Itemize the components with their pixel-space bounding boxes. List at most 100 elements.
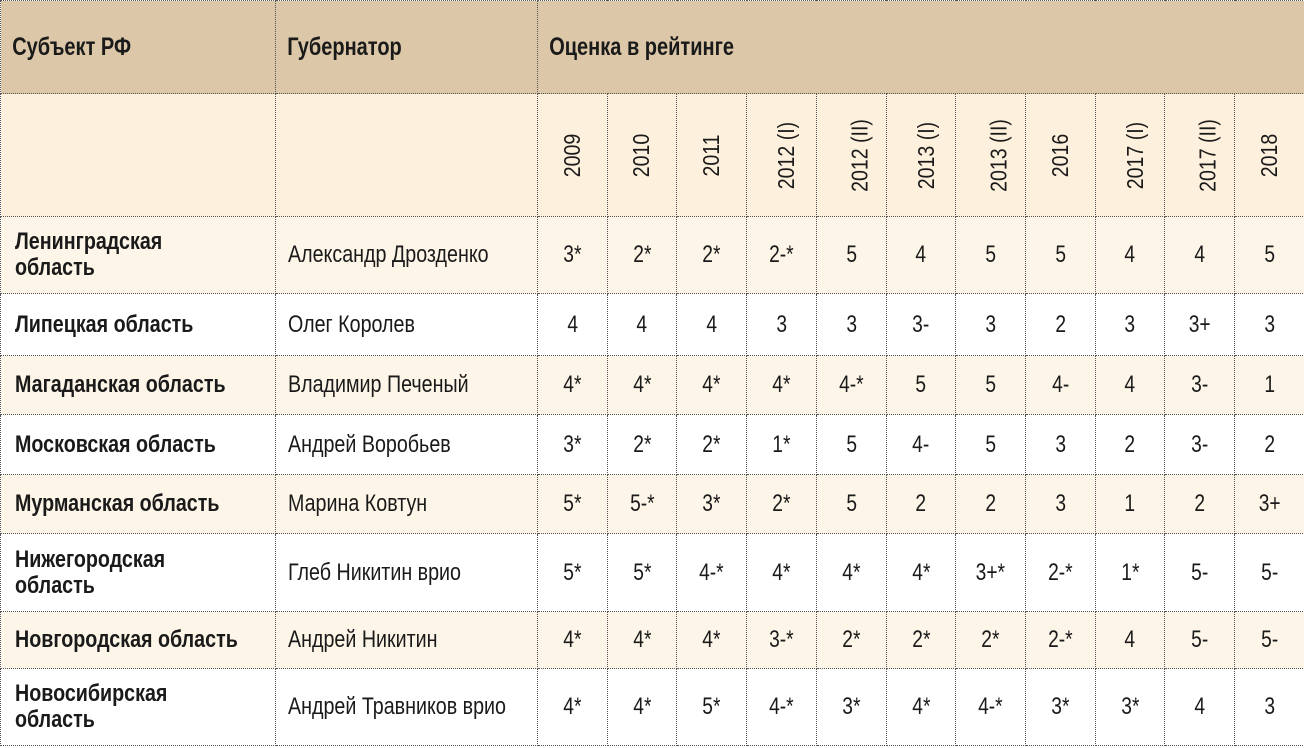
score-cell: 5: [815, 414, 887, 475]
score-value: 4: [636, 310, 648, 338]
region-name: Московская область: [15, 430, 216, 458]
score-value: 4-: [912, 430, 930, 458]
table-row: Нижегородская область Глеб Никитин врио 5* 5…: [0, 533, 1304, 612]
score-cell: 2*: [676, 414, 748, 475]
score-value: 4: [1124, 241, 1136, 268]
score-cell: 5: [815, 216, 887, 294]
score-value: 5*: [563, 490, 582, 517]
score-cell: 3+: [1164, 293, 1236, 356]
score-cell: 2*: [606, 216, 678, 294]
score-cell: 4: [676, 293, 748, 356]
score-cell: 4-*: [746, 668, 817, 746]
score-value: 2*: [702, 430, 721, 458]
score-value: 3: [1264, 693, 1275, 720]
score-cell: 5: [1234, 216, 1304, 294]
score-cell: 3: [746, 293, 817, 356]
score-cell: 4*: [537, 668, 608, 746]
header-rating: Оценка в рейтинге: [536, 0, 1304, 94]
score-cell: 2: [1094, 414, 1166, 475]
score-value: 2: [1055, 310, 1066, 338]
score-value: 4: [915, 241, 927, 268]
region-name: Ленинградская: [15, 228, 163, 255]
score-value: 4*: [842, 558, 861, 586]
score-cell: 5: [1025, 216, 1096, 294]
period-label: 2011: [698, 133, 725, 177]
score-cell: 2: [1234, 414, 1304, 475]
score-cell: 3*: [815, 668, 887, 746]
region-cell: Магаданская область: [0, 355, 276, 415]
score-cell: 5-: [1234, 611, 1304, 669]
header-governor: Губернатор: [275, 0, 538, 94]
score-value: 3-: [1191, 371, 1209, 398]
score-value: 4*: [772, 558, 791, 586]
score-value: 3*: [563, 430, 582, 458]
score-cell: 3+: [1234, 474, 1304, 534]
score-cell: 4*: [676, 611, 748, 669]
score-cell: 5: [955, 216, 1027, 294]
period-header: 2013 (I): [885, 93, 957, 217]
score-cell: 4*: [676, 355, 748, 415]
score-value: 5-: [1261, 558, 1279, 586]
score-value: 4-*: [769, 693, 794, 720]
score-value: 4*: [633, 693, 652, 720]
governor-cell: Владимир Печеный: [275, 355, 538, 415]
governor-cell: Андрей Никитин: [275, 611, 538, 669]
score-value: 4*: [563, 626, 582, 653]
score-cell: 2*: [955, 611, 1027, 669]
period-header: 2010: [606, 93, 678, 217]
period-label: 2012 (II): [846, 118, 873, 192]
score-value: 4: [706, 310, 718, 338]
region-cell: Нижегородская область: [0, 533, 276, 612]
score-value: 3: [776, 310, 787, 338]
score-cell: 4*: [815, 533, 887, 612]
score-cell: 2: [1164, 474, 1236, 534]
score-cell: 2*: [815, 611, 887, 669]
score-value: 2-*: [1048, 626, 1073, 653]
score-value: 4*: [633, 371, 652, 398]
score-value: 4-*: [978, 693, 1003, 720]
score-value: 4: [1194, 241, 1206, 268]
table-row: Ленинградская область Александр Дрозденко 3…: [0, 216, 1304, 294]
score-cell: 4: [1094, 216, 1166, 294]
score-cell: 4*: [746, 533, 817, 612]
score-cell: 4: [537, 293, 608, 356]
score-cell: 3: [955, 293, 1027, 356]
score-value: 3+: [1258, 490, 1281, 517]
score-value: 3*: [702, 490, 721, 517]
score-value: 3+: [1188, 310, 1211, 338]
score-value: 5*: [563, 558, 582, 586]
governor-name: Андрей Никитин: [288, 626, 438, 653]
score-value: 4-: [1051, 371, 1069, 398]
region-name: Липецкая область: [15, 310, 194, 338]
governor-cell: Глеб Никитин врио: [275, 533, 538, 612]
score-cell: 4-*: [676, 533, 748, 612]
score-cell: 3-: [1164, 414, 1236, 475]
period-header: 2017 (II): [1164, 93, 1236, 217]
period-label: 2012 (I): [773, 121, 800, 189]
score-value: 5*: [702, 693, 721, 720]
score-value: 4: [567, 310, 578, 338]
score-cell: 4: [1164, 216, 1236, 294]
score-cell: 4-: [1025, 355, 1096, 415]
score-value: 1: [1264, 371, 1275, 398]
region-name: Магаданская область: [15, 371, 226, 398]
header-row: Субъект РФ Губернатор Оценка в рейтинге: [0, 0, 1304, 94]
score-value: 2*: [981, 626, 1000, 653]
score-cell: 2-*: [746, 216, 817, 294]
governor-name: Андрей Травников врио: [288, 693, 506, 720]
score-cell: 5*: [676, 668, 748, 746]
score-value: 4-*: [838, 371, 864, 398]
table-row: Магаданская область Владимир Печеный 4* 4* 4…: [0, 355, 1304, 415]
score-cell: 4-*: [955, 668, 1027, 746]
score-cell: 3: [1094, 293, 1166, 356]
governor-name: Андрей Воробьев: [288, 430, 451, 458]
score-value: 3: [845, 310, 857, 338]
period-header: 2009: [537, 93, 608, 217]
score-value: 2: [985, 490, 997, 517]
score-value: 1*: [772, 430, 791, 458]
empty-cell: [275, 93, 538, 217]
table-row: Новосибирская область Андрей Травников ври…: [0, 668, 1304, 746]
score-value: 3: [1264, 310, 1275, 338]
score-cell: 3: [815, 293, 887, 356]
score-value: 3*: [1051, 693, 1070, 720]
